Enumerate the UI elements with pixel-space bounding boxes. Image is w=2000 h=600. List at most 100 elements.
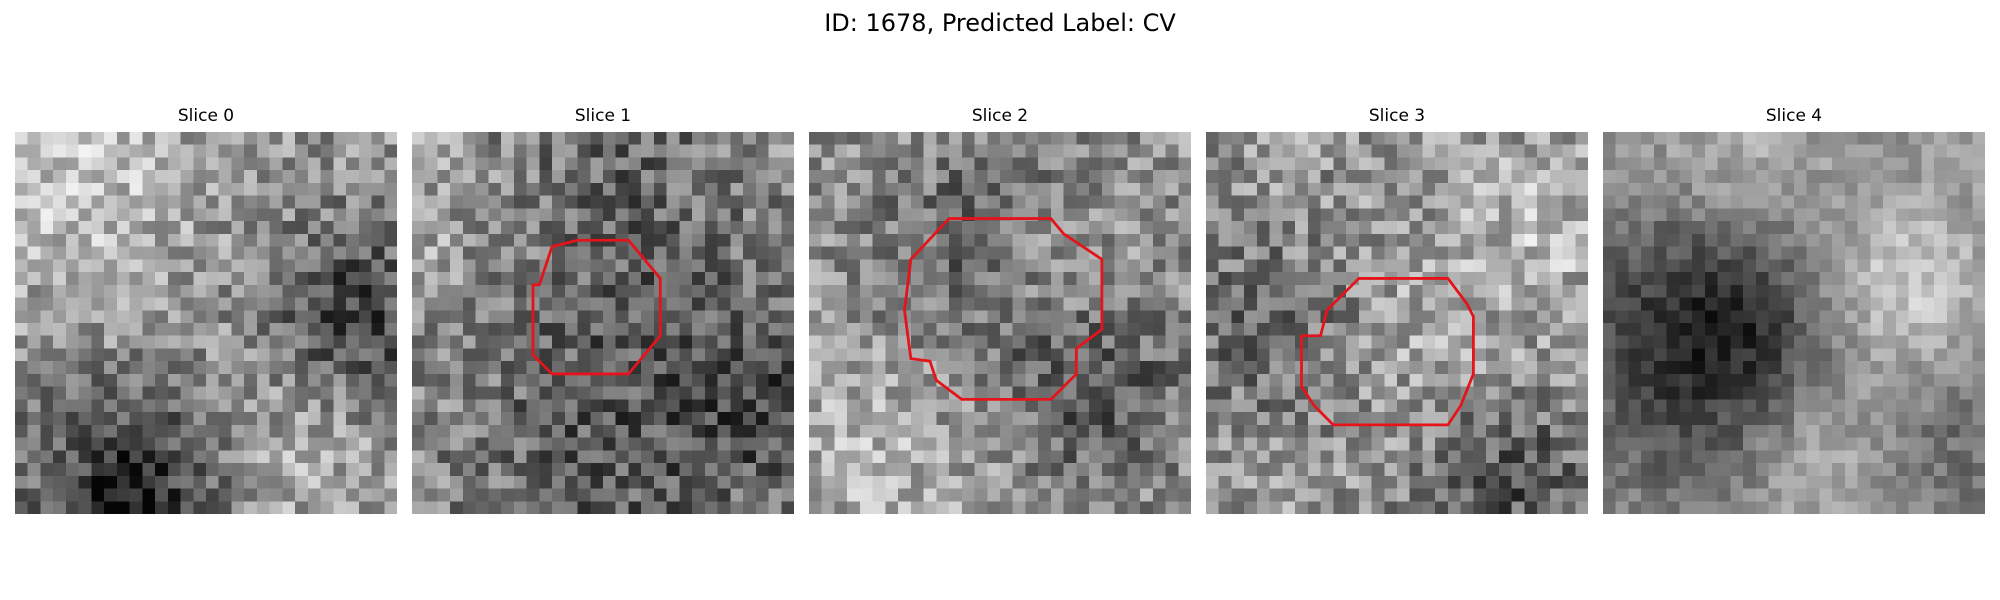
pixel [1320,437,1334,451]
pixel [564,399,578,413]
pixel [1346,424,1360,438]
pixel [91,501,105,514]
pixel [717,501,731,514]
pixel [1000,386,1013,400]
pixel [1063,284,1077,298]
pixel [1256,195,1270,209]
pixel [1152,259,1166,273]
pixel [1743,246,1757,260]
pixel [218,348,232,362]
pixel [564,259,578,273]
pixel [384,463,397,477]
pixel [1692,399,1706,413]
pixel [1346,348,1360,362]
pixel [1883,310,1897,324]
pixel [513,450,527,464]
pixel [1498,373,1512,387]
pixel [116,335,130,349]
pixel [104,463,118,477]
pixel [424,386,438,400]
pixel [1934,272,1948,286]
pixel [1346,373,1360,387]
pixel [590,386,604,400]
pixel [615,335,629,349]
pixel [91,259,105,273]
pixel [552,157,566,171]
pixel [641,475,655,489]
pixel [834,221,848,235]
pixel [1140,450,1154,464]
pixel [1692,170,1706,184]
pixel [78,233,92,247]
pixel [552,437,566,451]
pixel [1460,335,1474,349]
pixel [1857,386,1871,400]
pixel [1307,208,1321,222]
pixel [384,488,397,502]
pixel [1641,157,1655,171]
pixel [539,450,553,464]
pixel [155,208,169,222]
pixel [320,373,334,387]
pixel [1244,182,1258,196]
pixel [91,386,105,400]
pixel [155,386,169,400]
pixel [590,170,604,184]
pixel [1628,284,1642,298]
pixel [717,259,731,273]
pixel [1384,246,1398,260]
pixel [78,170,92,184]
pixel [1883,437,1897,451]
pixel [1704,144,1718,158]
pixel [295,412,309,426]
pixel [1256,386,1270,400]
pixel [552,144,566,158]
pixel [1063,501,1077,514]
pixel [1244,157,1258,171]
pixel [1524,157,1538,171]
pixel [282,373,296,387]
pixel [450,450,464,464]
pixel [1000,373,1013,387]
pixel [1959,195,1973,209]
pixel [1038,475,1052,489]
pixel [704,297,718,311]
pixel [1397,195,1410,209]
pixel [462,399,476,413]
pixel [1524,182,1538,196]
pixel [1320,195,1334,209]
pixel [1358,170,1372,184]
pixel [1755,272,1769,286]
pixel [704,501,718,514]
pixel [1806,450,1820,464]
pixel [1422,373,1436,387]
pixel [885,386,899,400]
pixel [412,170,425,184]
pixel [346,132,360,145]
pixel [1486,157,1500,171]
pixel [180,323,194,336]
pixel [244,323,258,336]
pixel [1050,323,1064,336]
pixel [1832,335,1846,349]
pixel [1000,463,1013,477]
pixel [1743,412,1757,426]
pixel [1282,361,1296,375]
pixel [15,195,28,209]
pixel [704,272,718,286]
pixel [155,272,169,286]
pixel [821,310,835,324]
pixel [1295,450,1309,464]
pixel [15,424,28,438]
pixel [1755,259,1769,273]
pixel [384,475,397,489]
pixel [65,386,79,400]
pixel [1435,424,1449,438]
pixel [1114,157,1128,171]
pixel [1114,259,1128,273]
pixel [295,399,309,413]
pixel [167,297,181,311]
pixel [974,501,988,514]
pixel [1755,399,1769,413]
pixel [358,132,372,145]
